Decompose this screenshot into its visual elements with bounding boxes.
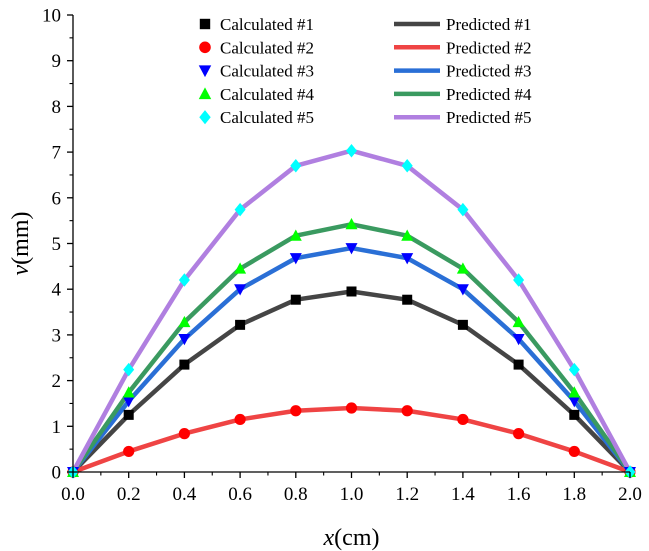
data-point-calculated-3 xyxy=(289,253,302,265)
legend-marker-calculated-2 xyxy=(199,41,211,54)
legend-label: Calculated #3 xyxy=(220,62,314,81)
data-point-calculated-5 xyxy=(401,159,413,173)
x-tick-label: 1.8 xyxy=(562,484,586,505)
data-point-calculated-1 xyxy=(457,319,468,330)
data-point-calculated-3 xyxy=(234,284,247,296)
series-line-predicted-1 xyxy=(70,289,633,475)
data-point-calculated-4 xyxy=(345,218,358,230)
data-point-calculated-1 xyxy=(569,409,580,420)
data-point-calculated-2 xyxy=(568,445,580,458)
data-point-calculated-4 xyxy=(512,315,525,328)
data-point-calculated-5 xyxy=(234,202,246,217)
x-tick-label: 0.0 xyxy=(61,484,85,505)
x-tick-label: 0.4 xyxy=(173,484,197,505)
y-tick-label: 2 xyxy=(52,371,62,392)
data-point-calculated-5 xyxy=(457,202,469,217)
series-line-predicted-4 xyxy=(70,222,633,475)
data-point-calculated-5 xyxy=(346,143,357,158)
data-point-calculated-4 xyxy=(289,229,302,241)
series-line-predicted-5 xyxy=(70,148,633,475)
data-point-calculated-5 xyxy=(290,159,302,173)
data-point-calculated-4 xyxy=(234,262,247,274)
legend-marker-calculated-4 xyxy=(198,87,212,100)
data-point-calculated-2 xyxy=(401,405,413,417)
y-tick-label: 9 xyxy=(52,51,62,72)
data-point-calculated-1 xyxy=(346,286,357,297)
x-tick-label: 0.6 xyxy=(228,484,252,505)
series-line-predicted-2 xyxy=(70,405,633,475)
data-point-calculated-2 xyxy=(290,405,302,417)
data-point-calculated-3 xyxy=(456,284,469,296)
data-point-calculated-5 xyxy=(178,273,190,287)
legend-label: Calculated #5 xyxy=(220,108,314,127)
y-tick-label: 0 xyxy=(52,463,62,484)
data-point-calculated-1 xyxy=(123,409,134,420)
data-point-calculated-3 xyxy=(345,243,358,255)
x-tick-label: 0.8 xyxy=(284,484,308,505)
data-point-calculated-3 xyxy=(512,334,525,346)
legend-label: Predicted #3 xyxy=(446,62,531,81)
legend-marker-calculated-5 xyxy=(199,110,211,125)
y-axis-title: v(mm) xyxy=(8,212,34,276)
data-point-calculated-4 xyxy=(568,386,581,398)
data-point-calculated-1 xyxy=(179,359,190,370)
legend-label: Predicted #2 xyxy=(446,38,531,57)
data-point-calculated-2 xyxy=(513,428,525,440)
plot-area xyxy=(67,143,636,479)
legend-marker-calculated-1 xyxy=(199,18,211,30)
data-point-calculated-2 xyxy=(345,402,358,414)
legend-label: Predicted #1 xyxy=(446,15,531,34)
legend-marker-calculated-3 xyxy=(198,65,212,78)
legend: Calculated #1 Calculated #2 Calculated #3 C… xyxy=(198,15,532,127)
x-tick-label: 1.0 xyxy=(340,484,364,505)
data-point-calculated-4 xyxy=(456,262,469,274)
x-tick-label: 1.4 xyxy=(451,484,475,505)
data-point-calculated-1 xyxy=(290,294,301,305)
y-tick-label: 3 xyxy=(52,325,62,346)
data-point-calculated-3 xyxy=(178,334,191,346)
x-tick-label: 1.6 xyxy=(507,484,531,505)
data-point-calculated-5 xyxy=(123,362,135,377)
legend-label: Calculated #1 xyxy=(220,15,314,34)
data-point-calculated-1 xyxy=(513,359,524,370)
legend-label: Calculated #4 xyxy=(220,85,314,104)
data-point-calculated-2 xyxy=(234,413,246,426)
y-tick-label: 5 xyxy=(52,234,62,255)
data-point-calculated-1 xyxy=(402,294,413,305)
legend-label: Calculated #2 xyxy=(220,38,314,57)
data-point-calculated-3 xyxy=(568,396,581,408)
y-tick-label: 1 xyxy=(52,417,62,438)
x-tick-label: 1.2 xyxy=(395,484,419,505)
y-tick-label: 7 xyxy=(52,143,62,164)
legend-label: Predicted #5 xyxy=(446,108,531,127)
x-tick-label: 0.2 xyxy=(117,484,141,505)
y-tick-label: 4 xyxy=(52,280,62,301)
data-point-calculated-1 xyxy=(235,319,246,330)
y-tick-label: 8 xyxy=(52,97,62,118)
data-point-calculated-4 xyxy=(122,386,135,398)
data-point-calculated-4 xyxy=(401,229,414,241)
legend-label: Predicted #4 xyxy=(446,85,532,104)
data-point-calculated-2 xyxy=(178,428,190,440)
data-point-calculated-2 xyxy=(457,413,469,426)
data-point-calculated-5 xyxy=(568,362,580,377)
x-tick-label: 2.0 xyxy=(618,484,642,505)
data-point-calculated-3 xyxy=(122,396,135,408)
data-point-calculated-3 xyxy=(401,253,414,265)
data-point-calculated-4 xyxy=(178,315,191,328)
y-tick-label: 10 xyxy=(42,6,61,27)
x-axis-title: x(cm) xyxy=(323,525,380,551)
data-point-calculated-2 xyxy=(123,445,135,458)
y-tick-label: 6 xyxy=(52,188,62,209)
data-point-calculated-5 xyxy=(513,273,525,287)
